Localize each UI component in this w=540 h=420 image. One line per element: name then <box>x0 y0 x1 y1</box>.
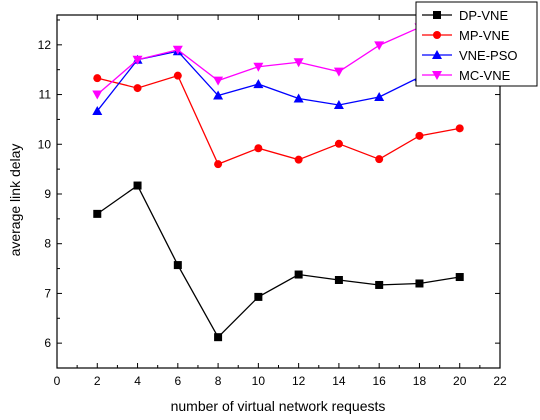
legend-item: VNE-PSO <box>422 48 518 63</box>
marker-triangle-down <box>213 76 224 86</box>
legend-label: MC-VNE <box>459 68 511 83</box>
series-line <box>96 184 460 339</box>
x-tick-label: 12 <box>292 374 306 388</box>
marker-square <box>433 11 441 19</box>
x-tick-label: 6 <box>174 374 181 388</box>
legend-item: MP-VNE <box>422 28 510 43</box>
marker-triangle-up <box>92 105 103 115</box>
marker-square <box>133 181 142 190</box>
x-tick-label: 14 <box>332 374 346 388</box>
marker-circle <box>415 131 424 140</box>
legend: DP-VNE MP-VNE VNE-PSO MC-VNE <box>415 1 538 87</box>
series-mc-vne <box>92 12 465 100</box>
marker-circle <box>214 160 223 169</box>
marker-square <box>415 279 424 288</box>
marker-triangle-down <box>132 55 143 65</box>
marker-circle <box>133 84 142 93</box>
marker-circle <box>455 124 464 133</box>
x-tick-label: 20 <box>453 374 467 388</box>
series-dp-vne <box>93 181 464 342</box>
marker-square <box>334 275 343 284</box>
marker-triangle-down <box>92 90 103 100</box>
y-tick-label: 12 <box>38 38 52 52</box>
marker-circle <box>294 155 303 164</box>
series-line <box>96 15 460 96</box>
marker-triangle-up <box>432 50 442 59</box>
y-tick-label: 9 <box>44 187 51 201</box>
series-mp-vne <box>93 71 464 169</box>
x-tick-label: 0 <box>54 374 61 388</box>
marker-circle <box>254 144 263 153</box>
marker-triangle-down <box>333 67 344 77</box>
marker-square <box>375 280 384 289</box>
marker-triangle-down <box>172 45 183 55</box>
legend-label: VNE-PSO <box>459 48 518 63</box>
legend-item: MC-VNE <box>422 68 511 83</box>
marker-triangle-down <box>293 58 304 68</box>
x-tick-label: 10 <box>252 374 266 388</box>
marker-triangle-up <box>333 99 344 109</box>
marker-circle <box>173 71 182 80</box>
marker-triangle-down <box>374 41 385 51</box>
marker-triangle-down <box>432 71 442 80</box>
x-tick-label: 22 <box>493 374 507 388</box>
marker-square <box>254 292 263 301</box>
y-tick-label: 8 <box>44 237 51 251</box>
marker-triangle-up <box>293 93 304 103</box>
y-tick-label: 6 <box>44 336 51 350</box>
marker-circle <box>93 74 102 83</box>
y-axis-title: average link delay <box>7 144 23 257</box>
x-tick-label: 2 <box>94 374 101 388</box>
y-tick-label: 10 <box>38 137 52 151</box>
marker-square <box>173 261 182 270</box>
marker-triangle-up <box>253 79 264 89</box>
marker-square <box>455 273 464 282</box>
series-layer <box>92 12 465 342</box>
y-tick-label: 11 <box>39 88 52 102</box>
marker-triangle-down <box>253 62 264 72</box>
legend-label: MP-VNE <box>459 28 510 43</box>
series-line <box>97 74 460 165</box>
x-tick-label: 4 <box>134 374 141 388</box>
marker-triangle-up <box>213 90 224 100</box>
x-tick-label: 16 <box>373 374 387 388</box>
legend-label: DP-VNE <box>459 8 508 23</box>
x-tick-label: 8 <box>215 374 222 388</box>
marker-circle <box>375 155 384 164</box>
marker-triangle-up <box>374 92 385 102</box>
marker-square <box>214 333 223 342</box>
marker-circle <box>334 139 343 148</box>
legend-item: DP-VNE <box>422 8 508 23</box>
marker-square <box>93 209 102 218</box>
x-axis-title: number of virtual network requests <box>171 398 386 414</box>
x-tick-label: 18 <box>413 374 427 388</box>
marker-square <box>294 270 303 279</box>
series-line <box>96 50 460 112</box>
marker-circle <box>433 31 441 39</box>
axes: 0 2 4 6 8 10 12 14 16 18 20 22 6 7 8 9 10 11 12 <box>38 14 507 388</box>
y-tick-label: 7 <box>44 286 51 300</box>
